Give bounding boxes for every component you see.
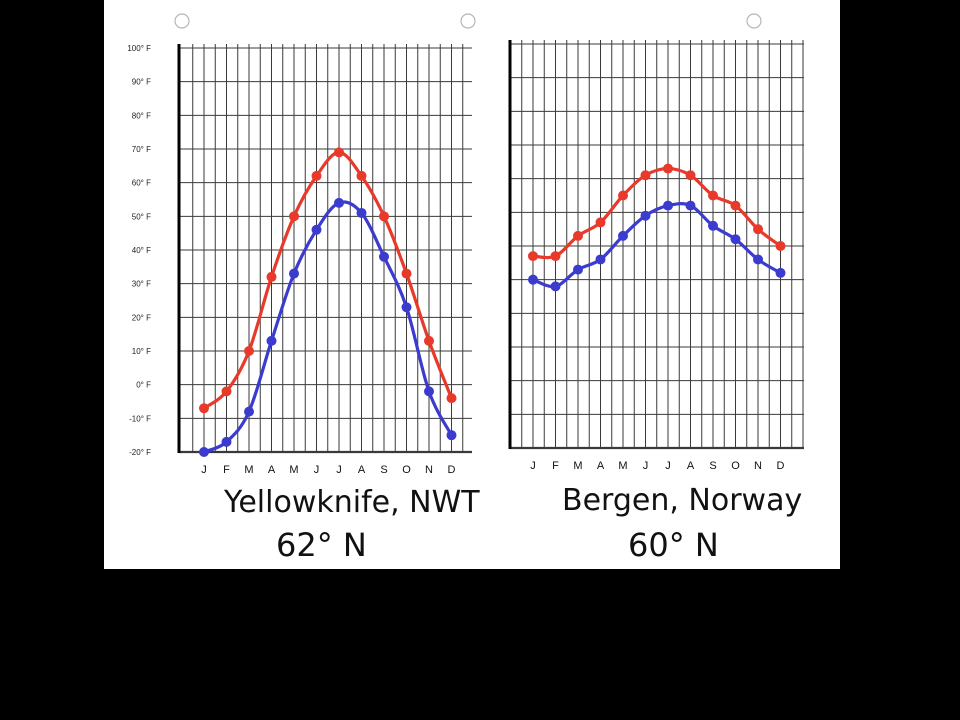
data-point-min-bergen: [685, 200, 696, 211]
x-tick-label: S: [709, 460, 716, 472]
x-tick-label: N: [425, 464, 433, 476]
data-point-max-bergen: [730, 200, 741, 211]
y-tick-label: 80° F: [132, 111, 151, 120]
binder-hole-icon: [460, 13, 476, 29]
data-point-max-yellowknife: [446, 393, 457, 404]
x-tick-label: M: [573, 460, 582, 472]
data-point-min-bergen: [775, 267, 786, 278]
data-point-max-yellowknife: [244, 346, 254, 356]
data-point-max-yellowknife: [289, 211, 299, 222]
chart-title-bergen: Bergen, Norway: [562, 483, 802, 518]
data-point-min-bergen: [618, 230, 628, 241]
y-tick-label: 50° F: [132, 212, 151, 221]
data-point-max-yellowknife: [266, 271, 277, 282]
x-tick-label: J: [201, 464, 207, 476]
y-tick-label: 0° F: [136, 381, 151, 390]
data-point-min-yellowknife: [446, 430, 457, 441]
data-point-max-yellowknife: [311, 170, 322, 181]
data-point-min-yellowknife: [379, 251, 389, 262]
data-point-max-yellowknife: [334, 147, 344, 158]
x-tick-label: J: [665, 460, 671, 472]
data-point-max-yellowknife: [221, 386, 232, 397]
data-point-max-bergen: [550, 251, 561, 262]
data-point-min-yellowknife: [244, 406, 254, 417]
x-tick-label: A: [687, 460, 695, 472]
x-tick-label: A: [358, 464, 366, 476]
chart-yellowknife: 100° F 90° F 80° F 70° F 60° F 50° F 40° F 30° …: [127, 44, 472, 476]
x-tick-label: J: [336, 464, 342, 476]
x-tick-label: A: [268, 464, 276, 476]
data-point-max-yellowknife: [356, 170, 367, 181]
x-tick-label: M: [618, 460, 627, 472]
x-tick-label: D: [777, 460, 785, 472]
y-tick-label: 90° F: [132, 78, 151, 87]
x-tick-label: F: [223, 464, 230, 476]
data-point-min-bergen: [550, 281, 561, 292]
data-point-min-bergen: [730, 234, 741, 245]
binder-hole-icon: [746, 13, 762, 29]
data-point-min-bergen: [663, 200, 673, 211]
data-point-max-bergen: [708, 190, 718, 201]
data-point-max-bergen: [685, 170, 696, 181]
data-point-min-bergen: [595, 254, 606, 265]
data-point-max-bergen: [753, 224, 763, 235]
y-tick-label: 30° F: [132, 280, 151, 289]
y-tick-label: 10° F: [132, 347, 151, 356]
data-point-min-yellowknife: [311, 224, 322, 235]
data-point-min-yellowknife: [266, 335, 277, 346]
data-point-min-yellowknife: [424, 386, 434, 397]
x-tick-label: S: [380, 464, 387, 476]
data-point-min-bergen: [708, 220, 718, 231]
x-tick-label: O: [402, 464, 411, 476]
data-point-min-yellowknife: [334, 197, 344, 208]
data-point-max-bergen: [640, 170, 651, 181]
data-point-max-yellowknife: [379, 211, 389, 222]
y-tick-label: 40° F: [132, 246, 151, 255]
data-point-min-yellowknife: [221, 436, 232, 447]
chart-title-yellowknife: Yellowknife, NWT: [223, 485, 480, 520]
y-tick-label: 20° F: [132, 313, 151, 322]
temperature-charts: 100° F 90° F 80° F 70° F 60° F 50° F 40° F 30° …: [127, 13, 804, 564]
y-tick-label: -10° F: [129, 414, 151, 423]
x-tick-label: M: [289, 464, 298, 476]
x-tick-label: D: [448, 464, 456, 476]
x-tick-label: O: [731, 460, 740, 472]
data-point-min-bergen: [573, 264, 583, 275]
y-tick-label: 60° F: [132, 179, 151, 188]
x-tick-label: J: [314, 464, 320, 476]
y-tick-label: -20° F: [129, 448, 151, 457]
y-tick-label: 100° F: [127, 44, 151, 53]
data-point-min-bergen: [528, 274, 538, 285]
data-point-min-yellowknife: [199, 447, 209, 457]
data-point-min-bergen: [753, 254, 763, 265]
y-tick-label: 70° F: [132, 145, 151, 154]
data-point-min-yellowknife: [289, 268, 299, 279]
data-point-max-bergen: [775, 241, 786, 251]
data-point-min-bergen: [640, 210, 651, 221]
data-point-max-yellowknife: [199, 403, 209, 414]
graph-paper-sheet: 100° F 90° F 80° F 70° F 60° F 50° F 40° F 30° …: [104, 0, 840, 569]
data-point-min-yellowknife: [401, 302, 412, 313]
chart-subtitle-yellowknife: 62° N: [276, 526, 367, 564]
x-tick-label: J: [643, 460, 649, 472]
data-point-max-bergen: [595, 217, 606, 228]
data-point-max-yellowknife: [401, 268, 412, 279]
x-tick-label: F: [552, 460, 559, 472]
data-point-max-bergen: [618, 190, 628, 201]
x-tick-label: A: [597, 460, 605, 472]
x-tick-label: J: [530, 460, 536, 472]
data-point-max-yellowknife: [424, 335, 434, 346]
data-point-max-bergen: [573, 230, 583, 241]
data-point-min-yellowknife: [356, 207, 367, 218]
binder-hole-icon: [174, 13, 190, 29]
data-point-max-bergen: [528, 251, 538, 262]
chart-subtitle-bergen: 60° N: [628, 526, 719, 564]
data-point-max-bergen: [663, 163, 673, 174]
x-tick-label: N: [754, 460, 762, 472]
x-tick-label: M: [244, 464, 253, 476]
